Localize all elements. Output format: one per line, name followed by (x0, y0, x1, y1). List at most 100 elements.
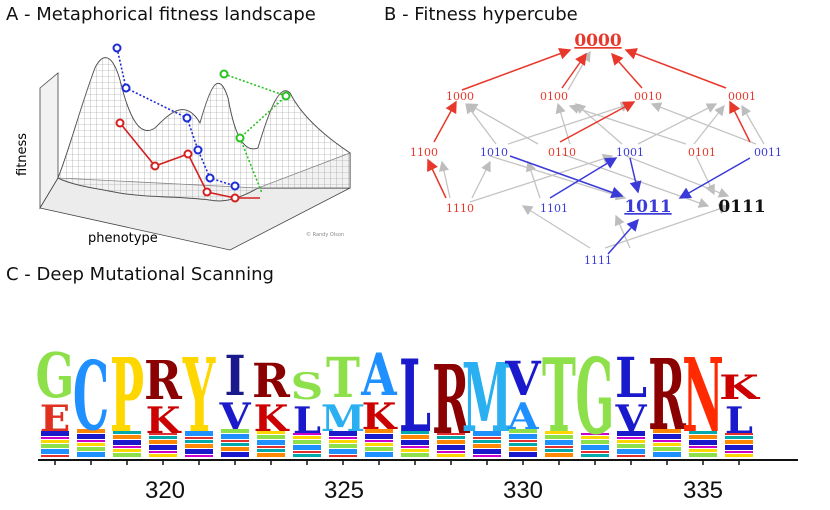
logo-minor-letter (437, 433, 465, 435)
node-1001: 1001 (616, 146, 644, 159)
logo-minor-letter (581, 440, 609, 444)
logo-minor-letter (329, 437, 357, 439)
logo-minor-letter (653, 447, 681, 451)
logo-minor-letter (149, 436, 177, 439)
logo-minor-letter (329, 449, 357, 454)
logo-minor-letter (221, 429, 249, 433)
tick-label-335: 335 (683, 477, 723, 504)
logo-main-letter: K (719, 368, 761, 408)
logo-minor-letter (185, 440, 213, 443)
logo-secondary-letter: K (362, 395, 399, 438)
node-1100: 1100 (410, 146, 438, 159)
logo-minor-letter (437, 440, 465, 444)
tick-label-320: 320 (145, 477, 185, 504)
logo-minor-letter (293, 451, 321, 453)
logo-secondary-letter: L (293, 399, 321, 442)
logo-main-letter: I (224, 343, 245, 409)
logo-column: G (576, 336, 615, 458)
logo-minor-letter (509, 434, 537, 439)
node-1110: 1110 (446, 202, 474, 215)
logo-minor-letter (689, 440, 717, 445)
logo-main-letter: G (576, 336, 615, 458)
logo-column: MT (321, 345, 365, 457)
logo-secondary-letter: K (254, 397, 291, 440)
logo-minor-letter (293, 433, 321, 435)
logo-minor-letter (689, 453, 717, 457)
logo-minor-letter (689, 446, 717, 448)
logo-main-letter: T (542, 336, 576, 456)
logo-column: LS (291, 365, 323, 457)
logo-minor-letter (581, 436, 609, 439)
logo-minor-letter (365, 447, 393, 451)
green-walk (223, 73, 288, 194)
logo-minor-letter (329, 455, 357, 457)
logo-minor-letter (365, 429, 393, 433)
logo-minor-letter (725, 445, 753, 450)
logo-column: L (399, 338, 431, 457)
logo-minor-letter (725, 454, 753, 457)
logo-minor-letter (293, 454, 321, 457)
logo-minor-letter (401, 453, 429, 457)
node-0010: 0010 (634, 90, 662, 103)
green-walk-points (219, 69, 291, 143)
logo-main-letter: G (36, 339, 75, 412)
fitness-landscape: fitness phenotype © Randy Olson (15, 43, 351, 251)
logo-minor-letter (41, 440, 69, 443)
node-1010: 1010 (480, 146, 508, 159)
logo-minor-letter (689, 431, 717, 434)
gray-edges (438, 50, 765, 249)
logo-minor-letter (725, 451, 753, 453)
logo-minor-letter (509, 440, 537, 442)
logo-minor-letter (509, 443, 537, 446)
logo-secondary-letter: A (506, 395, 539, 438)
logo-minor-letter (437, 451, 465, 453)
logo-main-letter: R (144, 348, 183, 411)
logo-main-letter: N (682, 336, 724, 456)
logo-main-letter: R (648, 338, 686, 452)
logo-minor-letter (41, 455, 69, 457)
logo-minor-letter (509, 447, 537, 451)
node-0000: 0000 (574, 31, 621, 51)
logo-minor-letter (401, 431, 429, 434)
logo-minor-letter (401, 449, 429, 452)
logo-minor-letter (653, 434, 681, 439)
tick-label-330: 330 (503, 477, 543, 504)
node-1000: 1000 (446, 90, 474, 103)
credit-text: © Randy Olson (306, 231, 344, 238)
logo-minor-letter (329, 431, 357, 436)
logo-main-letter: P (110, 336, 144, 456)
logo-minor-letter (617, 449, 645, 454)
logo-main-letter: A (360, 342, 397, 410)
logo-main-letter: L (399, 338, 431, 455)
logo-minor-letter (257, 449, 285, 452)
logo-minor-letter (293, 445, 321, 450)
logo-minor-letter (185, 431, 213, 436)
fitness-hypercube: 0000 1000 0100 0010 0001 1100 1010 0110 … (410, 31, 782, 267)
logo-main-letter: L (615, 345, 647, 411)
logo-ticks (54, 460, 740, 465)
logo-minor-letter (221, 434, 249, 439)
logo-minor-letter (41, 449, 69, 454)
logo-minor-letter (545, 431, 573, 434)
logo-minor-letter (437, 445, 465, 450)
logo-main-letter: Y (182, 336, 216, 456)
tick-label-325: 325 (324, 477, 364, 504)
logo-secondary-letter: K (146, 399, 183, 442)
logo-minor-letter (113, 431, 141, 434)
logo-minor-letter (149, 440, 177, 444)
blue-edges (509, 155, 751, 255)
logo-minor-letter (545, 446, 573, 448)
logo-column: AV (504, 351, 542, 457)
logo-column: R (648, 338, 687, 457)
logo-minor-letter (725, 440, 753, 444)
logo-minor-letter (401, 435, 429, 439)
logo-minor-letter (617, 437, 645, 439)
logo-minor-letter (257, 435, 285, 439)
logo-main-letter: T (326, 345, 360, 411)
logo-minor-letter (365, 434, 393, 439)
logo-minor-letter (113, 453, 141, 457)
node-0110: 0110 (548, 146, 576, 159)
red-walk-points (115, 118, 240, 203)
